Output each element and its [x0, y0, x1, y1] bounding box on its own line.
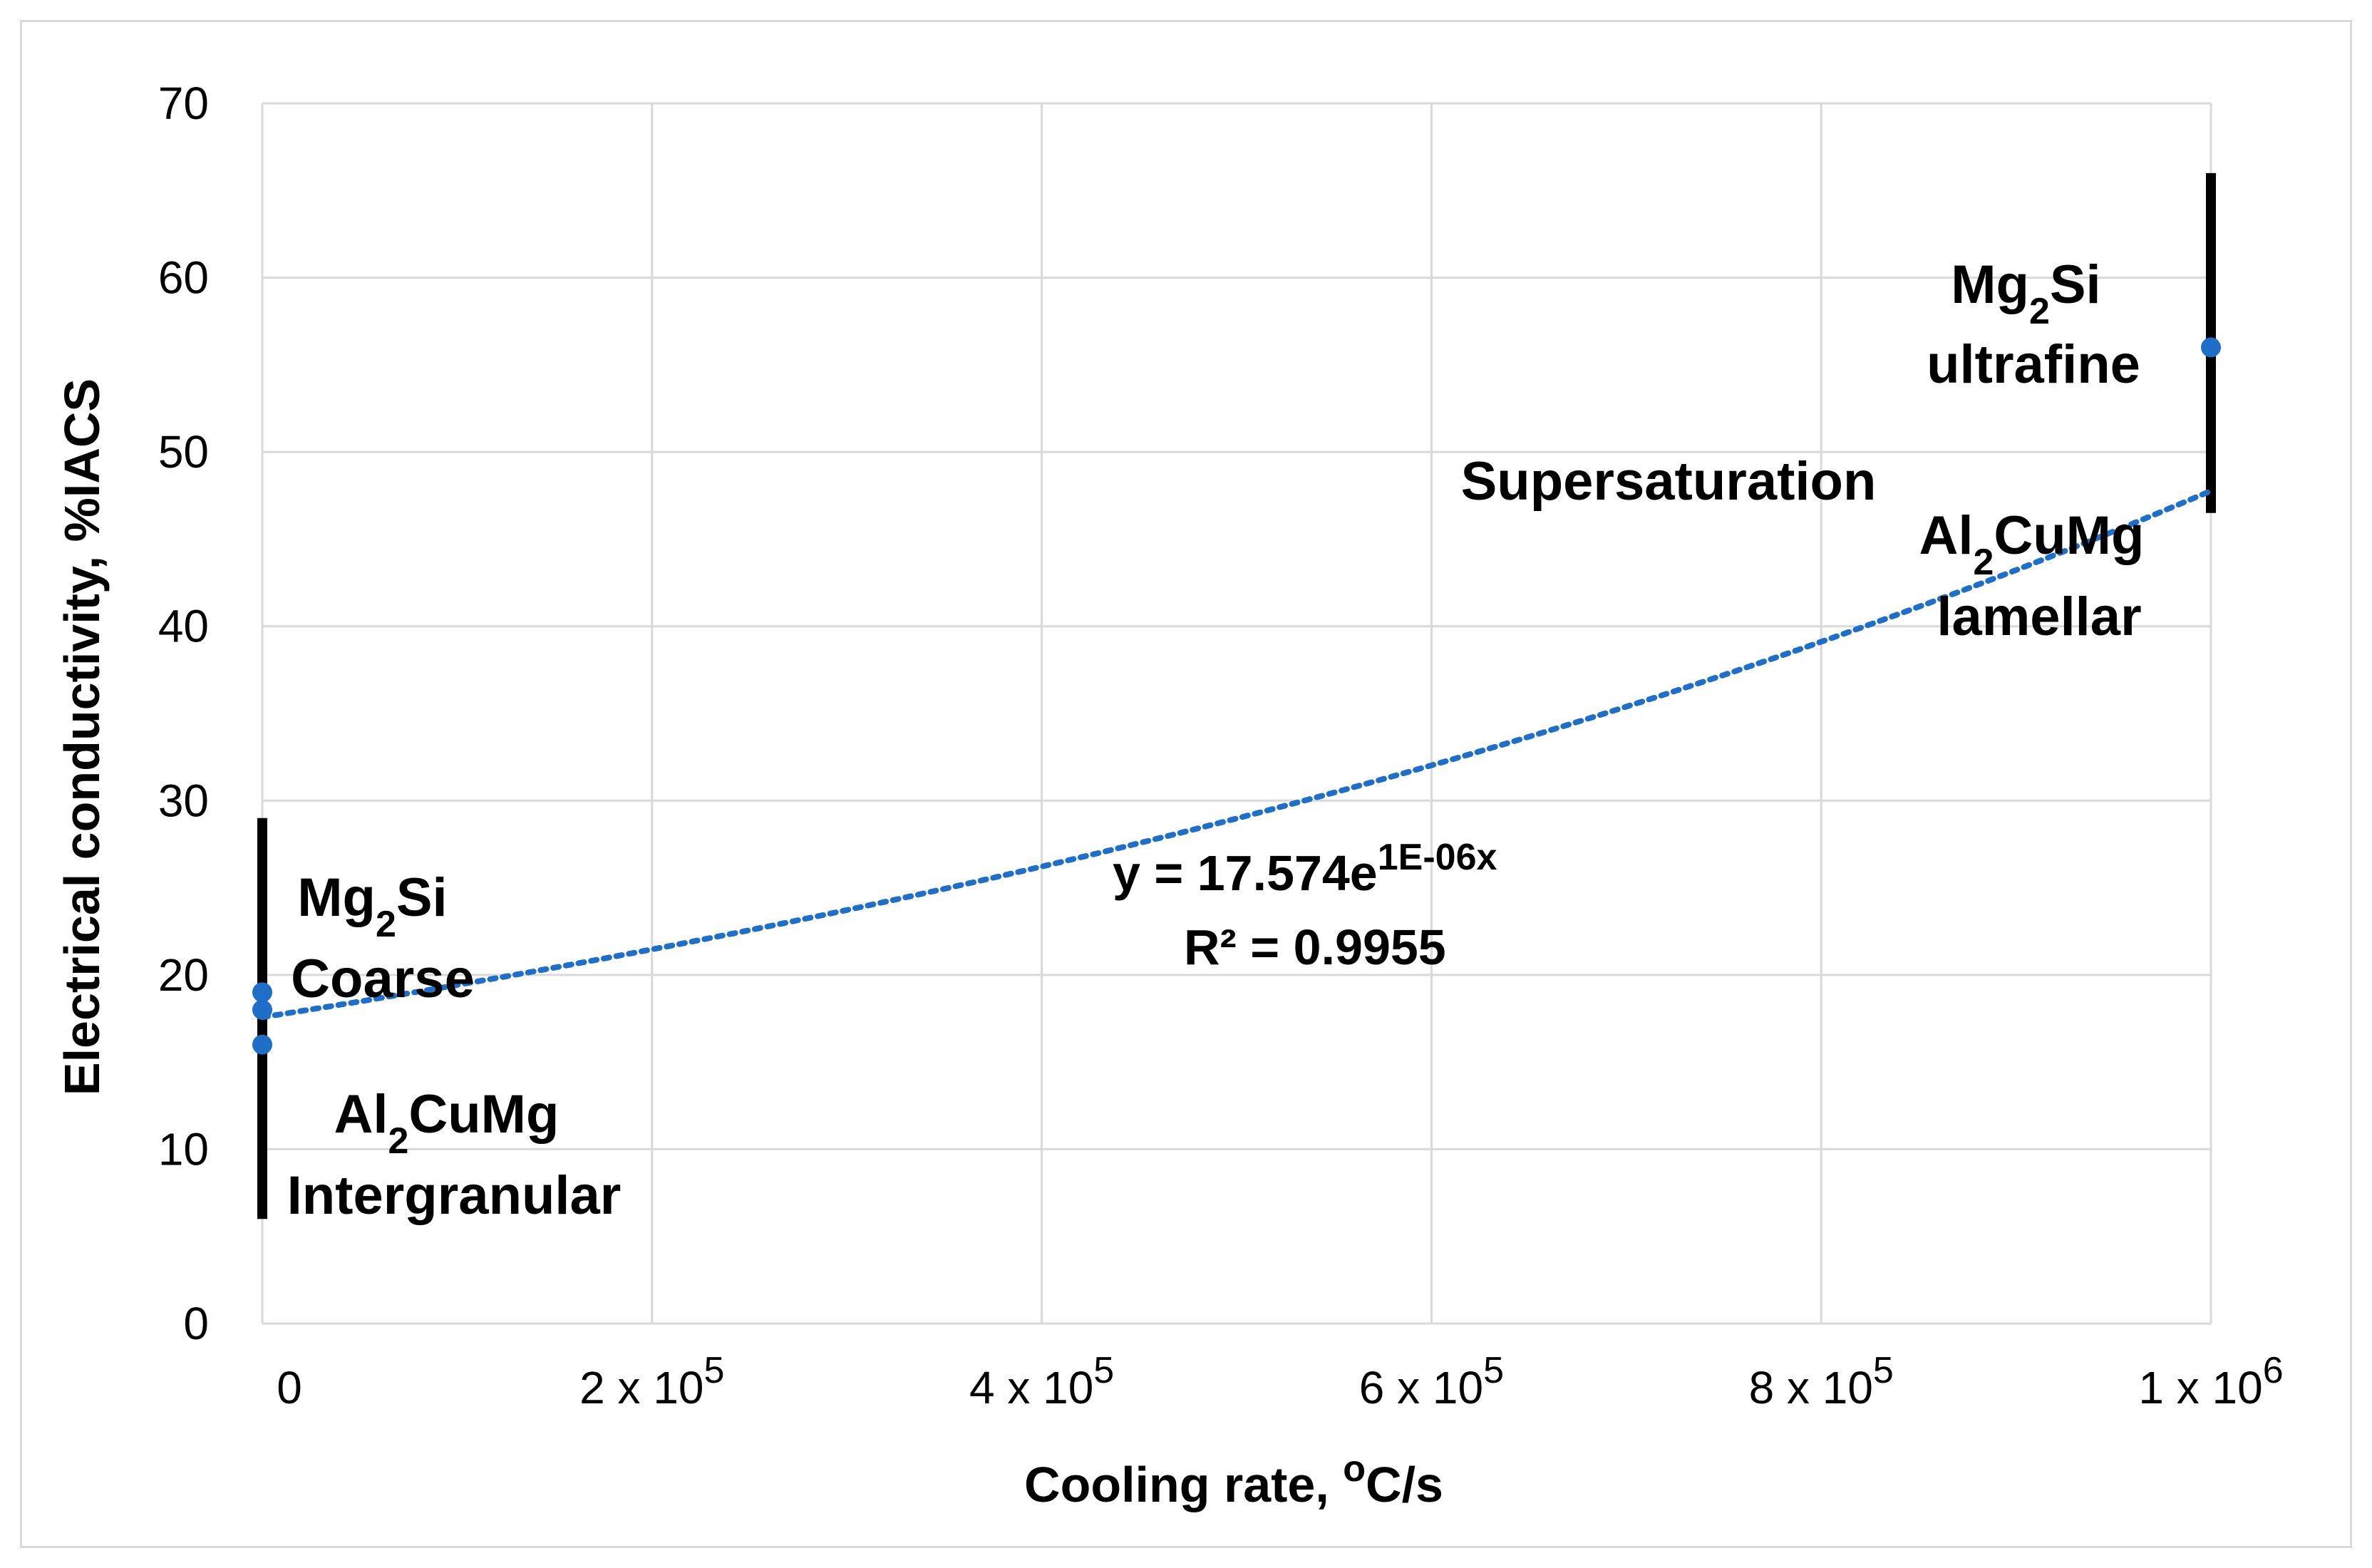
y-tick-label: 70 — [158, 78, 209, 129]
annotation-text: Al — [1919, 505, 1973, 566]
data-point — [252, 1034, 272, 1055]
annotation-mg2si-coarse: Mg2Si Coarse — [291, 867, 475, 1009]
annotation-line: Mg2Si — [297, 867, 447, 945]
annotation-subscript: 2 — [376, 904, 396, 945]
annotation-text: Si — [2050, 254, 2101, 315]
trendline-equation: y = 17.574e1E-06x — [1113, 837, 1497, 901]
annotation-subscript: 2 — [1973, 542, 1994, 583]
x-tick-exponent: 5 — [1483, 1350, 1504, 1391]
data-point — [252, 982, 272, 1003]
annotation-line: Al2CuMg — [1919, 505, 2144, 583]
x-tick-exponent: 5 — [1873, 1350, 1894, 1391]
x-axis-title: Cooling rate, oC/s — [1024, 1448, 1443, 1512]
x-tick-label: 1 x 106 — [2138, 1350, 2283, 1413]
y-tick-label: 40 — [158, 601, 209, 652]
trendline-path — [259, 488, 2214, 1021]
annotation-subscript: 2 — [2029, 291, 2050, 332]
figure-frame: 0 10 20 30 40 50 60 70 0 2 x 105 4 x 105 6 x 105 8 x… — [20, 20, 2352, 1548]
x-tick-base: 1 x 10 — [2138, 1362, 2262, 1413]
annotation-al2cumg-lamellar: Al2CuMg lamellar — [1919, 505, 2159, 647]
x-tick-label: 0 — [277, 1362, 302, 1413]
annotation-mg2si-ultrafine: Mg2Si ultrafine — [1927, 254, 2140, 395]
x-axis-title-unit: C/s — [1366, 1457, 1443, 1512]
annotation-line: Al2CuMg — [334, 1084, 559, 1162]
x-tick-exponent: 5 — [1093, 1350, 1114, 1391]
x-tick-exponent: 6 — [2263, 1350, 2284, 1391]
trendline-r2: R² = 0.9955 — [1184, 919, 1446, 975]
x-tick-label: 8 x 105 — [1749, 1350, 1894, 1413]
y-tick-label: 0 — [183, 1298, 209, 1349]
annotation-line: lamellar — [1937, 587, 2141, 647]
x-tick-label: 6 x 105 — [1359, 1350, 1504, 1413]
x-tick-base: 4 x 10 — [969, 1362, 1093, 1413]
x-tick-base: 6 x 10 — [1359, 1362, 1483, 1413]
data-point — [2201, 337, 2221, 358]
x-axis-title-main: Cooling rate, — [1024, 1457, 1343, 1512]
annotation-text: Mg — [297, 867, 376, 928]
annotation-line: Mg2Si — [1951, 254, 2100, 332]
trendline-equation-main: y = 17.574e — [1113, 845, 1378, 901]
x-tick-label: 2 x 105 — [579, 1350, 724, 1413]
y-tick-label: 20 — [158, 949, 209, 1001]
annotation-al2cumg-intergranular: Al2CuMg Intergranular — [287, 1084, 622, 1226]
x-tick-exponent: 5 — [704, 1350, 725, 1391]
x-tick-base: 2 x 10 — [579, 1362, 703, 1413]
x-tick-base: 8 x 10 — [1749, 1362, 1873, 1413]
x-tick-base: 0 — [277, 1362, 302, 1413]
data-point — [252, 999, 272, 1020]
grid — [261, 102, 2212, 1325]
annotation-text: CuMg — [408, 1084, 559, 1145]
x-tick-label: 4 x 105 — [969, 1350, 1114, 1413]
annotation-line: Coarse — [291, 949, 475, 1009]
range-bars — [257, 172, 2216, 1219]
y-tick-label: 60 — [158, 252, 209, 304]
y-tick-label: 50 — [158, 426, 209, 478]
y-tick-label: 30 — [158, 775, 209, 826]
annotation-text: Al — [334, 1084, 388, 1145]
trendline — [259, 488, 2214, 1021]
y-tick-label: 10 — [158, 1123, 209, 1175]
annotation-text: Si — [396, 867, 448, 928]
x-axis-title-sup: o — [1343, 1448, 1366, 1490]
annotation-line: ultrafine — [1927, 334, 2140, 395]
annotation-text: Mg — [1951, 254, 2029, 315]
annotation-line: Intergranular — [287, 1165, 622, 1226]
y-axis-title: Electrical conductivity, %IACS — [54, 378, 110, 1095]
annotation-subscript: 2 — [388, 1120, 408, 1162]
data-points — [252, 337, 2221, 1055]
trendline-equation-exp: 1E-06x — [1378, 837, 1497, 878]
annotation-text: CuMg — [1994, 505, 2144, 566]
annotation-supersaturation: Supersaturation — [1461, 451, 1877, 512]
